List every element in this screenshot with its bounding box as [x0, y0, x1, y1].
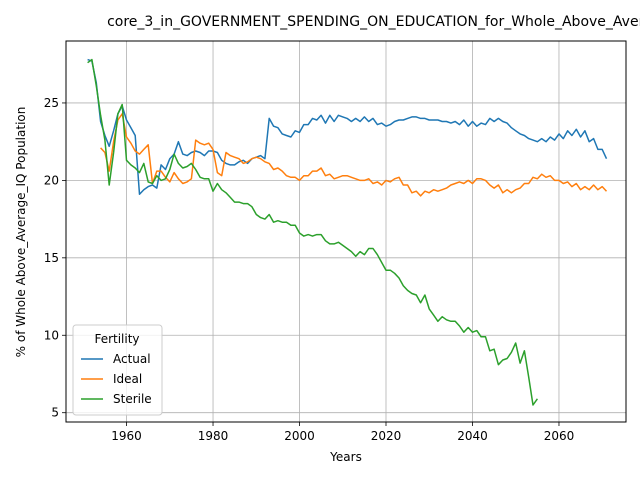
series-layer [87, 58, 608, 406]
chart-title: core_3_in_GOVERNMENT_SPENDING_ON_EDUCATI… [107, 14, 640, 30]
x-axis-ticks: 1960 1980 2000 2020 2040 2060 [111, 422, 574, 443]
legend-box [72, 324, 163, 416]
legend-label-sterile: Sterile [113, 392, 152, 406]
legend-entries: Actual Ideal Sterile [81, 352, 152, 406]
plot-area-frame [65, 40, 627, 423]
y-tick-label: 15 [44, 251, 59, 265]
x-axis-label: Years [329, 450, 362, 464]
x-tick-label: 1960 [111, 429, 142, 443]
y-axis-label: % of Whole Above_Average_IQ Population [14, 107, 28, 358]
x-tick-label: 2000 [284, 429, 315, 443]
y-tick-label: 25 [44, 96, 59, 110]
y-tick-label: 5 [51, 406, 59, 420]
x-tick-label: 1980 [198, 429, 229, 443]
series-line-ideal [100, 113, 608, 197]
y-axis-ticks: 5 10 15 20 25 [44, 96, 66, 420]
series-line-sterile [87, 58, 539, 406]
legend-label-ideal: Ideal [113, 372, 142, 386]
y-tick-label: 10 [44, 328, 59, 342]
x-tick-label: 2040 [457, 429, 488, 443]
legend: Fertility Actual Ideal Sterile [72, 324, 163, 416]
x-tick-label: 2060 [544, 429, 575, 443]
legend-title: Fertility [94, 332, 139, 346]
x-tick-label: 2020 [371, 429, 402, 443]
y-tick-label: 20 [44, 173, 59, 187]
legend-label-actual: Actual [113, 352, 151, 366]
